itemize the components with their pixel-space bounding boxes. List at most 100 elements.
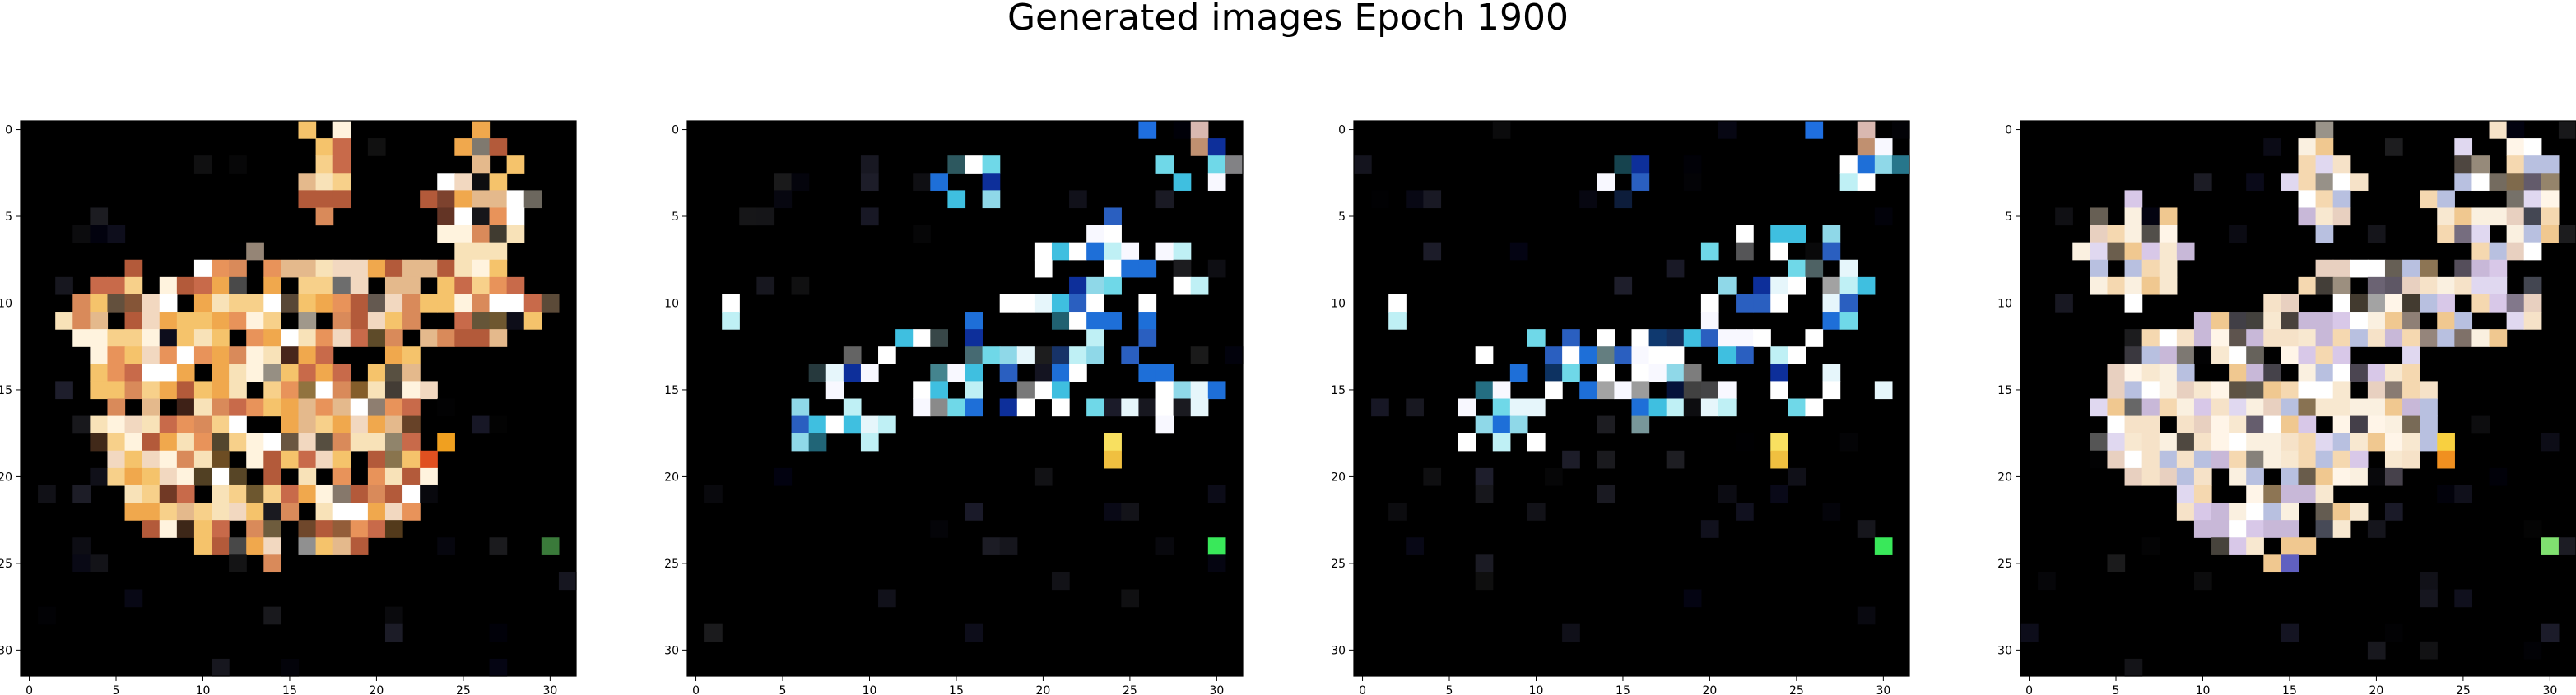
- image-pixel: [263, 294, 281, 313]
- image-pixel: [1874, 138, 1893, 156]
- image-pixel: [332, 312, 351, 330]
- x-tick-label: 10: [863, 684, 877, 695]
- image-pixel: [2107, 450, 2126, 469]
- image-pixel: [263, 433, 281, 452]
- image-pixel: [2402, 415, 2420, 434]
- image-pixel: [90, 467, 109, 486]
- image-pixel: [1155, 398, 1174, 417]
- image-pixel: [2298, 467, 2317, 486]
- image-pixel: [315, 381, 334, 400]
- image-pixel: [1788, 346, 1806, 364]
- image-pixel: [1509, 364, 1528, 382]
- image-pixel: [367, 450, 386, 469]
- image-pixel: [2281, 503, 2299, 521]
- image-pixel: [176, 381, 195, 400]
- image-pixel: [315, 484, 334, 503]
- image-pixel: [124, 276, 143, 295]
- image-pixel: [2298, 173, 2317, 191]
- image-pixel: [2523, 173, 2542, 191]
- image-pixel: [2176, 415, 2195, 434]
- image-pixel: [315, 173, 334, 191]
- image-pixel: [384, 312, 403, 330]
- image-pixel: [193, 467, 212, 486]
- image-pixel: [1700, 381, 1719, 400]
- image-pixel: [90, 312, 109, 330]
- image-pixel: [350, 433, 369, 452]
- image-pixel: [1458, 433, 1476, 452]
- image-pixel: [437, 537, 455, 555]
- image-pixel: [384, 294, 403, 313]
- y-tick-label: 10: [1997, 297, 2012, 310]
- image-pixel: [159, 381, 178, 400]
- image-pixel: [159, 364, 178, 382]
- image-pixel: [1086, 294, 1104, 313]
- image-pixel: [124, 381, 143, 400]
- image-pixel: [315, 190, 334, 209]
- image-pixel: [142, 398, 160, 417]
- image-pixel: [1104, 503, 1122, 521]
- image-pixel: [332, 121, 351, 139]
- image-pixel: [2523, 312, 2542, 330]
- image-pixel: [2315, 190, 2334, 209]
- image-pixel: [384, 398, 403, 417]
- image-pixel: [90, 381, 109, 400]
- image-pixel: [2090, 242, 2109, 261]
- image-pixel: [2141, 259, 2160, 278]
- image-pixel: [420, 259, 438, 278]
- image-pixel: [1086, 312, 1104, 330]
- image-pixel: [825, 381, 844, 400]
- y-tick-label: 15: [0, 384, 12, 397]
- y-tick-label: 0: [5, 124, 12, 137]
- image-pixel: [107, 467, 126, 486]
- image-pixel: [367, 138, 386, 156]
- image-pixel: [2020, 623, 2039, 642]
- image-pixel: [2072, 242, 2090, 261]
- image-pixel: [2281, 346, 2299, 364]
- image-pixel: [1857, 520, 1876, 538]
- image-pixel: [2471, 329, 2490, 347]
- image-pixel: [263, 381, 281, 400]
- image-pixel: [2558, 121, 2576, 139]
- image-pixel: [193, 520, 212, 538]
- image-pixel: [2229, 346, 2247, 364]
- image-pixel: [2332, 433, 2351, 452]
- image-pixel: [1173, 381, 1192, 400]
- image-pixel: [263, 503, 281, 521]
- image-pixel: [2384, 276, 2403, 295]
- image-pixel: [2332, 520, 2351, 538]
- image-pixel: [1423, 190, 1442, 209]
- image-pixel: [350, 381, 369, 400]
- image-pixel: [298, 121, 317, 139]
- image-pixel: [193, 415, 212, 434]
- image-pixel: [2506, 190, 2525, 209]
- image-pixel: [142, 415, 160, 434]
- image-pixel: [212, 364, 230, 382]
- image-pixel: [1155, 364, 1174, 382]
- image-pixel: [2454, 329, 2473, 347]
- image-pixel: [489, 225, 508, 243]
- image-pixel: [332, 138, 351, 156]
- y-tick-label: 5: [672, 211, 679, 224]
- image-pixel: [808, 433, 827, 452]
- image-pixel: [176, 329, 195, 347]
- image-pixel: [2298, 155, 2317, 174]
- image-pixel: [1509, 398, 1528, 417]
- image-pixel: [437, 276, 455, 295]
- image-pixel: [2141, 450, 2160, 469]
- image-pixel: [2489, 259, 2508, 278]
- image-pixel: [90, 329, 109, 347]
- image-pixel: [2454, 276, 2473, 295]
- image-pixel: [489, 190, 508, 209]
- image-pixel: [246, 294, 264, 313]
- image-pixel: [263, 398, 281, 417]
- image-pixel: [2193, 415, 2212, 434]
- image-pixel: [895, 329, 914, 347]
- image-pixel: [332, 381, 351, 400]
- image-pixel: [2315, 346, 2334, 364]
- image-pixel: [1597, 173, 1615, 191]
- image-pixel: [193, 155, 212, 174]
- image-pixel: [1631, 415, 1650, 434]
- image-pixel: [1770, 276, 1788, 295]
- image-pixel: [2454, 589, 2473, 608]
- image-pixel: [982, 537, 1001, 555]
